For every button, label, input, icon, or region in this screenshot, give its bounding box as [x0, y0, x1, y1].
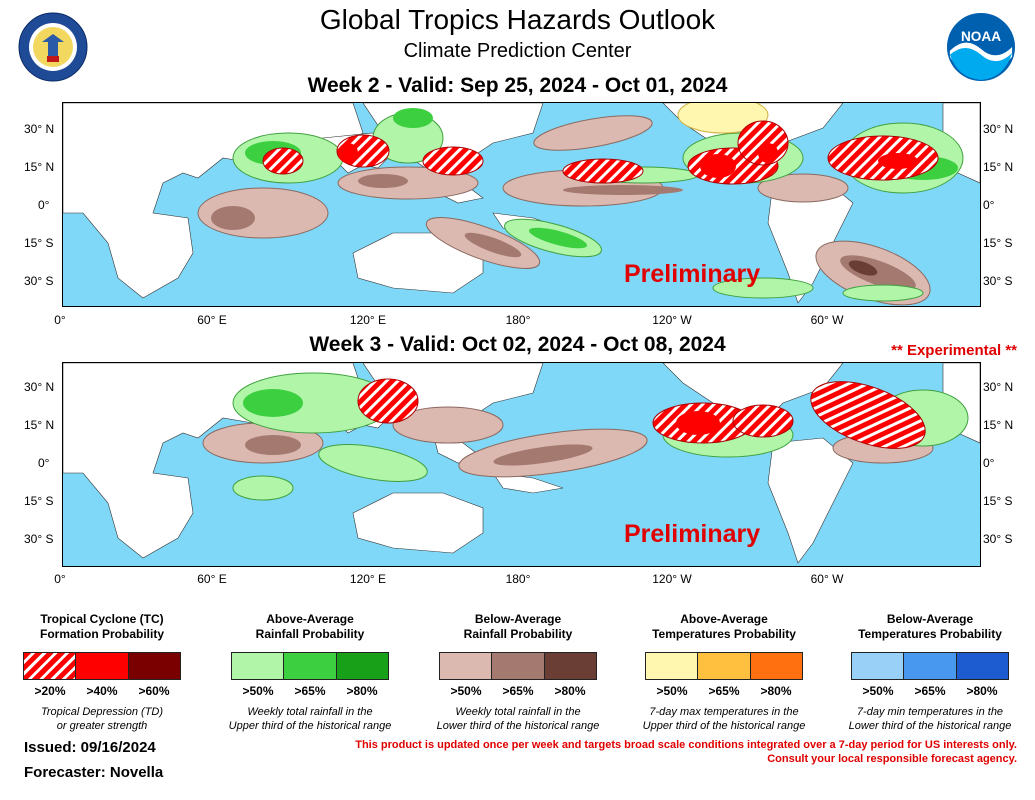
commerce-seal-logo — [18, 12, 88, 87]
legend-above-temp-note: 7-day max temperatures in the Upper third… — [642, 706, 806, 732]
legend-below-rain-swatch-80 — [544, 653, 596, 679]
legend-tc-title: Tropical Cyclone (TC) Formation Probabili… — [39, 612, 164, 641]
week3-lat-30n-right: 30° N — [983, 380, 1014, 394]
week2-lon-180: 180° — [505, 313, 531, 327]
week3-lat-30s-left: 30° S — [24, 532, 54, 546]
legend-above-temp: Above-Average Temperatures Probability >5… — [634, 612, 814, 733]
week2-lat-30s-right: 30° S — [983, 274, 1013, 288]
legend-tc-labels: >20% >40% >60% — [34, 684, 170, 698]
legend-below-temp-title: Below-Average Temperatures Probability — [858, 612, 1002, 641]
week3-tc-formation — [357, 378, 926, 449]
week2-lat-15s-right: 15° S — [983, 236, 1013, 250]
legend-above-rain-title: Above-Average Rainfall Probability — [255, 612, 365, 641]
legend-above-temp-swatch-80 — [750, 653, 802, 679]
disclaimer: This product is updated once per week an… — [297, 738, 1017, 766]
week2-lat-0-right: 0° — [983, 198, 995, 212]
week3-lon-120w: 120° W — [652, 572, 692, 586]
legend-below-rain: Below-Average Rainfall Probability >50% >6… — [428, 612, 608, 733]
legend-above-rain-note: Weekly total rainfall in the Upper third … — [228, 706, 392, 732]
legend-tc-swatch-60 — [128, 653, 180, 679]
week2-title: Week 2 - Valid: Sep 25, 2024 - Oct 01, 2… — [307, 74, 728, 97]
legend-below-rain-swatch-50 — [440, 653, 493, 679]
week3-lat-15n-right: 15° N — [983, 418, 1014, 432]
week2-lon-60e: 60° E — [197, 313, 227, 327]
issued-date: Issued: 09/16/2024 — [24, 739, 156, 756]
week3-lon-60w: 60° W — [810, 572, 844, 586]
legend-below-temp-swatches — [851, 652, 1009, 680]
week2-lat-30n-right: 30° N — [983, 122, 1014, 136]
legend-above-rain-swatches — [231, 652, 389, 680]
week3-watermark: Preliminary — [624, 520, 761, 548]
legend-below-rain-labels: >50% >65% >80% — [450, 684, 586, 698]
week3-map — [62, 362, 981, 567]
week3-lat-15n-left: 15° N — [24, 418, 55, 432]
legend-above-rain-swatch-65 — [284, 653, 337, 679]
legend-below-rain-swatch-65 — [492, 653, 545, 679]
legend-tc-swatch-20 — [24, 653, 77, 679]
legend-below-temp-swatch-50 — [852, 653, 905, 679]
forecaster-name: Forecaster: Novella — [24, 764, 164, 781]
legend-tc-note: Tropical Depression (TD) or greater stren… — [40, 706, 164, 732]
week2-lon-60w: 60° W — [810, 313, 844, 327]
legend-below-temp-labels: >50% >65% >80% — [862, 684, 998, 698]
week3-lon-180: 180° — [505, 572, 531, 586]
week3-lat-15s-right: 15° S — [983, 494, 1013, 508]
week3-lon-0: 0° — [54, 572, 66, 586]
legend-above-temp-swatch-65 — [698, 653, 751, 679]
legend-above-rain-swatch-80 — [336, 653, 388, 679]
week2-lat-30n-left: 30° N — [24, 122, 55, 136]
experimental-label: ** Experimental ** — [891, 342, 1017, 359]
week3-lat-0-left: 0° — [38, 456, 50, 470]
week2-lon-120w: 120° W — [652, 313, 692, 327]
legend-tc-swatches — [23, 652, 181, 680]
week3-lon-60e: 60° E — [197, 572, 227, 586]
legend-tc-swatch-40 — [76, 653, 129, 679]
week3-lat-0-right: 0° — [983, 456, 995, 470]
week2-lat-15n-left: 15° N — [24, 160, 55, 174]
week2-lat-15n-right: 15° N — [983, 160, 1014, 174]
week3-below-rainfall — [202, 406, 934, 478]
week2-below-rainfall — [197, 115, 931, 306]
week2-tc-formation — [262, 120, 939, 185]
legend-below-temp-swatch-80 — [956, 653, 1008, 679]
legend-below-rain-swatches — [439, 652, 597, 680]
legend-above-temp-swatch-50 — [646, 653, 699, 679]
week2-lon-0: 0° — [54, 313, 66, 327]
disclaimer-line1: This product is updated once per week an… — [355, 739, 1017, 751]
legend-above-temp-labels: >50% >65% >80% — [656, 684, 792, 698]
page-title: Global Tropics Hazards Outlook — [319, 4, 716, 35]
week2-lat-15s-left: 15° S — [24, 236, 54, 250]
week2-lat-0-left: 0° — [38, 198, 50, 212]
legend-below-rain-note: Weekly total rainfall in the Lower third … — [436, 706, 600, 732]
legend-above-temp-title: Above-Average Temperatures Probability — [652, 612, 796, 641]
legend-below-rain-title: Below-Average Rainfall Probability — [463, 612, 573, 641]
disclaimer-line2: Consult your local responsible forecast … — [767, 753, 1017, 765]
week3-lat-15s-left: 15° S — [24, 494, 54, 508]
week3-title: Week 3 - Valid: Oct 02, 2024 - Oct 08, 2… — [309, 333, 726, 356]
page-subtitle: Climate Prediction Center — [403, 40, 632, 62]
legend-above-temp-swatches — [645, 652, 803, 680]
legend-above-rain: Above-Average Rainfall Probability >50% >6… — [220, 612, 400, 733]
week2-above-temp — [677, 103, 769, 134]
week3-lat-30n-left: 30° N — [24, 380, 55, 394]
legend-below-temp-swatch-65 — [904, 653, 957, 679]
week3-lat-30s-right: 30° S — [983, 532, 1013, 546]
noaa-logo-text: NOAA — [961, 29, 1001, 44]
noaa-logo: NOAA — [946, 12, 1016, 87]
legend-above-rain-swatch-50 — [232, 653, 285, 679]
week2-map — [62, 102, 981, 307]
legend-tc: Tropical Cyclone (TC) Formation Probabili… — [12, 612, 192, 733]
legend-above-rain-labels: >50% >65% >80% — [242, 684, 378, 698]
week3-lon-120e: 120° E — [349, 572, 387, 586]
legend-below-temp: Below-Average Temperatures Probability >5… — [840, 612, 1020, 733]
week2-lat-30s-left: 30° S — [24, 274, 54, 288]
week2-watermark: Preliminary — [624, 260, 761, 288]
legend-below-temp-note: 7-day min temperatures in the Lower third… — [848, 706, 1012, 732]
week2-lon-120e: 120° E — [349, 313, 387, 327]
